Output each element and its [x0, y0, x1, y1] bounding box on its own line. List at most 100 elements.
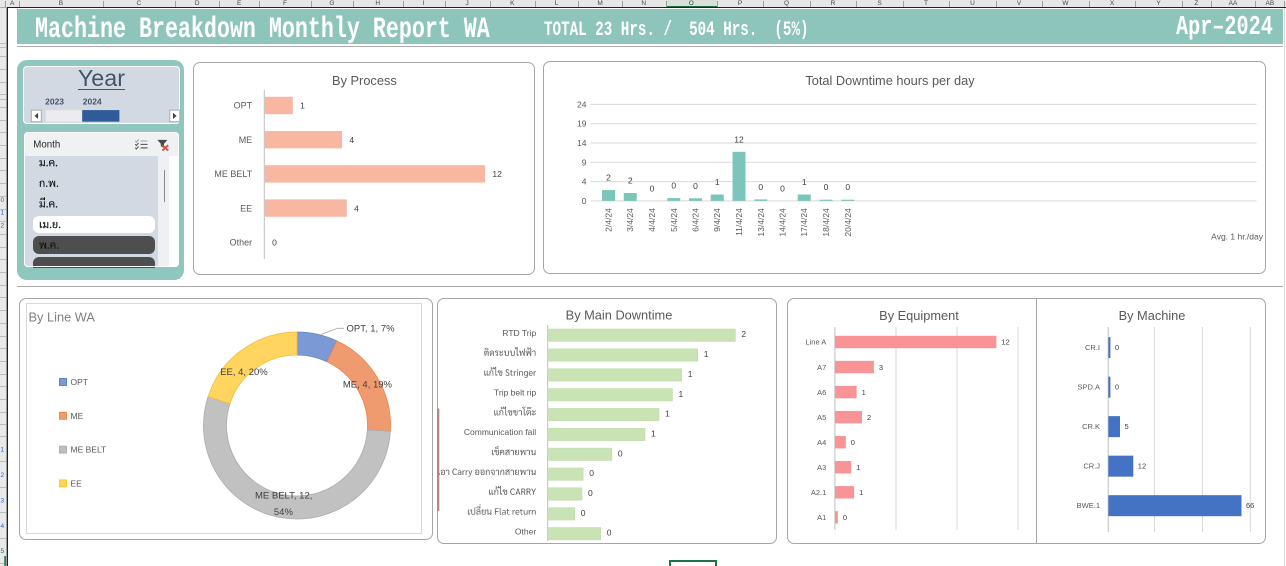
svg-text:0: 0 — [1, 197, 5, 204]
svg-text:OPT: OPT — [71, 377, 88, 387]
svg-text:0: 0 — [581, 508, 586, 518]
svg-text:Trip belt rip: Trip belt rip — [494, 388, 536, 398]
svg-text:By Machine: By Machine — [1119, 308, 1186, 323]
svg-text:17/4/24: 17/4/24 — [799, 208, 809, 237]
svg-text:18/4/24: 18/4/24 — [821, 208, 831, 237]
svg-text:3: 3 — [1, 498, 5, 505]
svg-text:1: 1 — [651, 428, 656, 438]
svg-text:5: 5 — [1125, 422, 1129, 431]
svg-text:2023: 2023 — [45, 97, 64, 107]
svg-text:OPT: OPT — [234, 101, 253, 111]
svg-text:0: 0 — [607, 528, 612, 538]
svg-text:0: 0 — [1115, 343, 1119, 352]
svg-text:2024: 2024 — [83, 97, 102, 107]
svg-text:4/4/24: 4/4/24 — [647, 208, 657, 232]
svg-text:RTD Trip: RTD Trip — [502, 328, 536, 338]
svg-text:4: 4 — [1, 523, 5, 530]
svg-text:14: 14 — [577, 138, 587, 148]
svg-text:12: 12 — [734, 134, 744, 144]
svg-text:2: 2 — [1, 222, 5, 229]
svg-text:ME, 4, 19%: ME, 4, 19% — [343, 380, 393, 391]
svg-text:1: 1 — [688, 369, 693, 379]
svg-text:1: 1 — [665, 409, 670, 419]
svg-text:CR.I: CR.I — [1085, 343, 1100, 352]
svg-text:1: 1 — [1, 210, 5, 217]
svg-text:54%: 54% — [274, 507, 294, 518]
svg-text:12: 12 — [1001, 338, 1009, 347]
svg-text:1: 1 — [859, 488, 863, 497]
svg-text:EE: EE — [71, 478, 83, 488]
svg-text:ME: ME — [71, 411, 84, 421]
svg-text:14/4/24: 14/4/24 — [778, 208, 788, 237]
svg-text:1: 1 — [704, 349, 709, 359]
svg-text:Other: Other — [230, 238, 253, 248]
svg-text:1: 1 — [802, 177, 807, 187]
svg-text:0: 0 — [589, 468, 594, 478]
svg-text:19: 19 — [577, 119, 587, 129]
svg-text:13/4/24: 13/4/24 — [756, 208, 766, 237]
svg-text:OPT, 1, 7%: OPT, 1, 7% — [347, 323, 396, 334]
svg-text:A2.1: A2.1 — [811, 488, 826, 497]
svg-text:0: 0 — [780, 183, 785, 193]
svg-text:0: 0 — [843, 513, 847, 522]
svg-text:3: 3 — [879, 363, 883, 372]
svg-text:2/4/24: 2/4/24 — [604, 208, 614, 232]
svg-text:ME BELT: ME BELT — [214, 169, 252, 179]
svg-text:Line A: Line A — [805, 338, 826, 347]
svg-text:0: 0 — [671, 181, 676, 191]
svg-text:1: 1 — [300, 101, 305, 111]
svg-text:4: 4 — [349, 135, 354, 145]
svg-text:9/4/24: 9/4/24 — [712, 208, 722, 232]
svg-text:A4: A4 — [817, 438, 826, 447]
svg-text:A5: A5 — [817, 413, 826, 422]
svg-text:1: 1 — [679, 389, 684, 399]
svg-text:1: 1 — [1, 447, 5, 454]
svg-text:4: 4 — [582, 177, 587, 187]
svg-text:9: 9 — [582, 157, 587, 167]
svg-text:0: 0 — [693, 181, 698, 191]
svg-text:A6: A6 — [817, 388, 826, 397]
svg-text:BWE.1: BWE.1 — [1077, 501, 1100, 510]
svg-text:0: 0 — [758, 182, 763, 192]
svg-text:2: 2 — [1, 472, 5, 479]
svg-text:2: 2 — [867, 413, 871, 422]
svg-text:0: 0 — [851, 438, 855, 447]
svg-text:By Process: By Process — [332, 73, 397, 88]
svg-text:By Line WA: By Line WA — [29, 309, 96, 324]
svg-text:4: 4 — [354, 203, 359, 213]
svg-text:CR.K: CR.K — [1082, 422, 1100, 431]
svg-text:CR.J: CR.J — [1083, 462, 1100, 471]
svg-text:0: 0 — [650, 183, 655, 193]
svg-text:EE, 4, 20%: EE, 4, 20% — [220, 367, 268, 378]
svg-text:12: 12 — [1138, 462, 1146, 471]
svg-text:0: 0 — [272, 238, 277, 248]
svg-text:A1: A1 — [817, 513, 826, 522]
svg-text:Month: Month — [33, 139, 60, 150]
svg-text:1: 1 — [862, 388, 866, 397]
svg-text:6/4/24: 6/4/24 — [691, 208, 701, 232]
svg-text:Total Downtime hours per day: Total Downtime hours per day — [805, 73, 975, 88]
svg-text:12: 12 — [492, 169, 502, 179]
svg-text:0: 0 — [845, 182, 850, 192]
svg-text:ME: ME — [239, 135, 253, 145]
svg-text:A7: A7 — [817, 363, 826, 372]
svg-text:0: 0 — [1115, 383, 1119, 392]
svg-text:Other: Other — [515, 527, 536, 537]
svg-text:20/4/24: 20/4/24 — [843, 208, 853, 237]
svg-text:24: 24 — [577, 99, 587, 109]
svg-text:2: 2 — [628, 176, 633, 186]
svg-text:By Equipment: By Equipment — [879, 308, 959, 323]
svg-text:2: 2 — [741, 329, 746, 339]
svg-text:0: 0 — [618, 448, 623, 458]
svg-text:Communication fail: Communication fail — [464, 427, 536, 437]
svg-text:1: 1 — [856, 463, 860, 472]
svg-text:ME BELT: ME BELT — [71, 445, 107, 455]
svg-text:EE: EE — [240, 203, 252, 213]
svg-text:5/4/24: 5/4/24 — [669, 208, 679, 232]
svg-text:By Main Downtime: By Main Downtime — [566, 308, 673, 323]
svg-text:66: 66 — [1246, 501, 1254, 510]
svg-text:5: 5 — [1, 548, 5, 555]
svg-text:3/4/24: 3/4/24 — [625, 208, 635, 232]
svg-text:ME BELT, 12,: ME BELT, 12, — [255, 490, 312, 501]
svg-text:11/4/24: 11/4/24 — [734, 208, 744, 236]
